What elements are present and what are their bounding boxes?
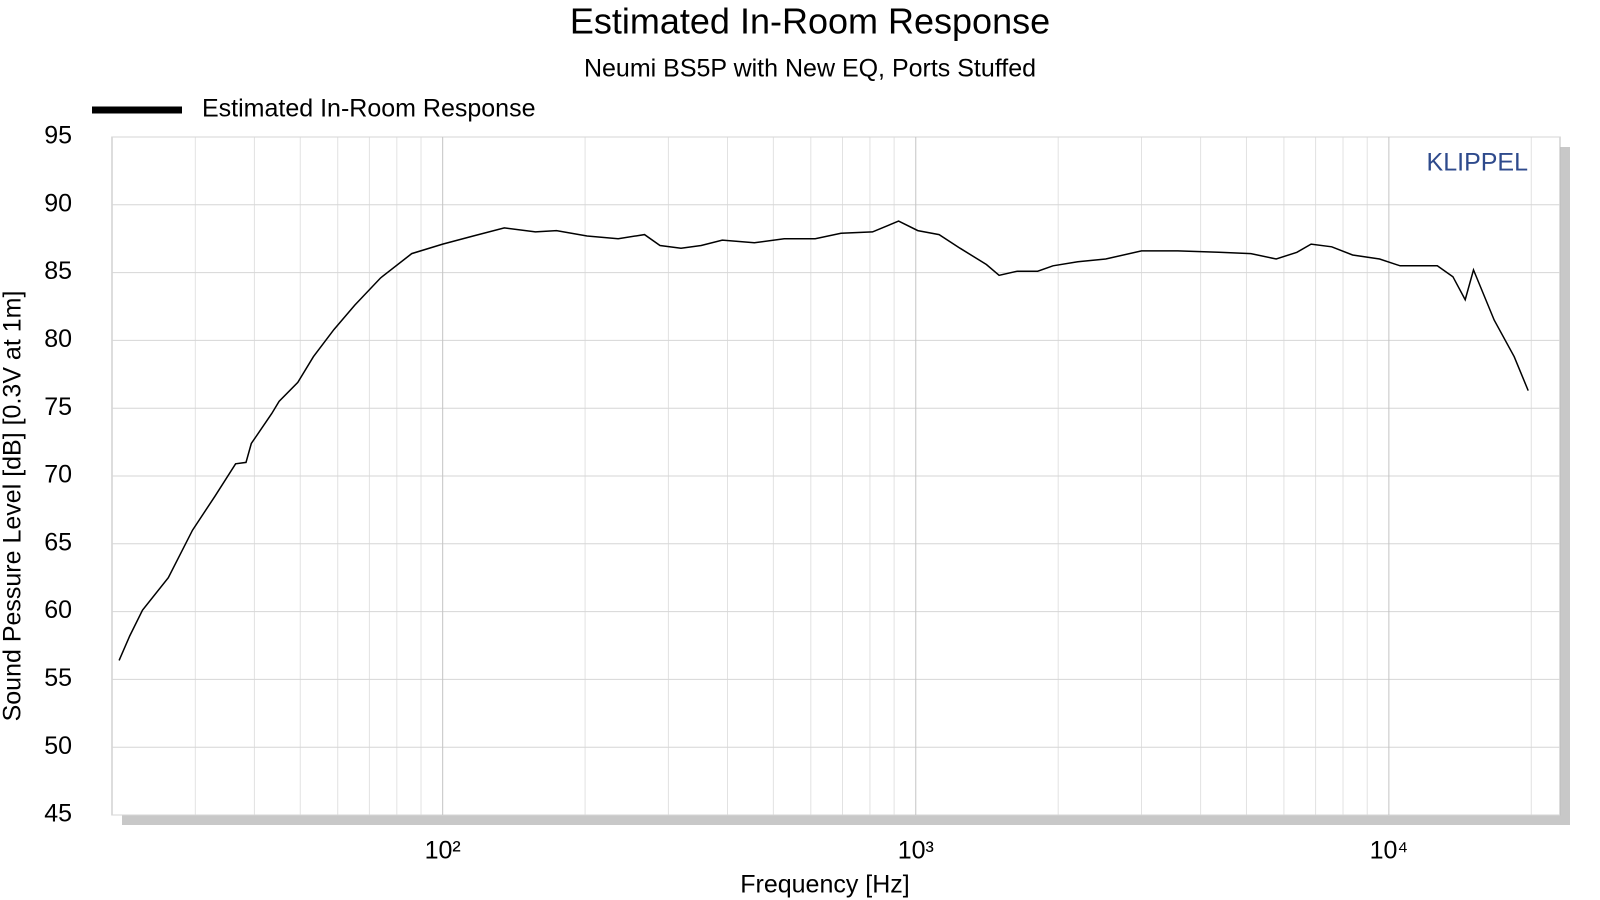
chart-subtitle: Neumi BS5P with New EQ, Ports Stuffed bbox=[584, 55, 1036, 83]
x-tick-label: 10³ bbox=[898, 837, 934, 865]
legend-label: Estimated In-Room Response bbox=[202, 95, 535, 123]
y-tick-label: 75 bbox=[44, 393, 72, 421]
y-tick-label: 85 bbox=[44, 257, 72, 285]
y-tick-label: 55 bbox=[44, 664, 72, 692]
y-tick-label: 70 bbox=[44, 461, 72, 489]
y-tick-label: 95 bbox=[44, 122, 72, 150]
y-tick-label: 45 bbox=[44, 800, 72, 828]
y-tick-label: 65 bbox=[44, 528, 72, 556]
y-axis-label: Sound Pessure Level [dB] [0.3V at 1m] bbox=[0, 291, 27, 722]
y-tick-label: 50 bbox=[44, 732, 72, 760]
y-tick-label: 60 bbox=[44, 596, 72, 624]
x-tick-label: 10⁴ bbox=[1370, 837, 1409, 865]
annotation: KLIPPEL bbox=[1427, 149, 1529, 177]
x-tick-label: 10² bbox=[425, 837, 461, 865]
chart-title: Estimated In-Room Response bbox=[570, 1, 1050, 42]
x-axis-label: Frequency [Hz] bbox=[740, 871, 910, 899]
data-line bbox=[118, 220, 1529, 661]
y-tick-label: 90 bbox=[44, 189, 72, 217]
y-tick-label: 80 bbox=[44, 325, 72, 353]
